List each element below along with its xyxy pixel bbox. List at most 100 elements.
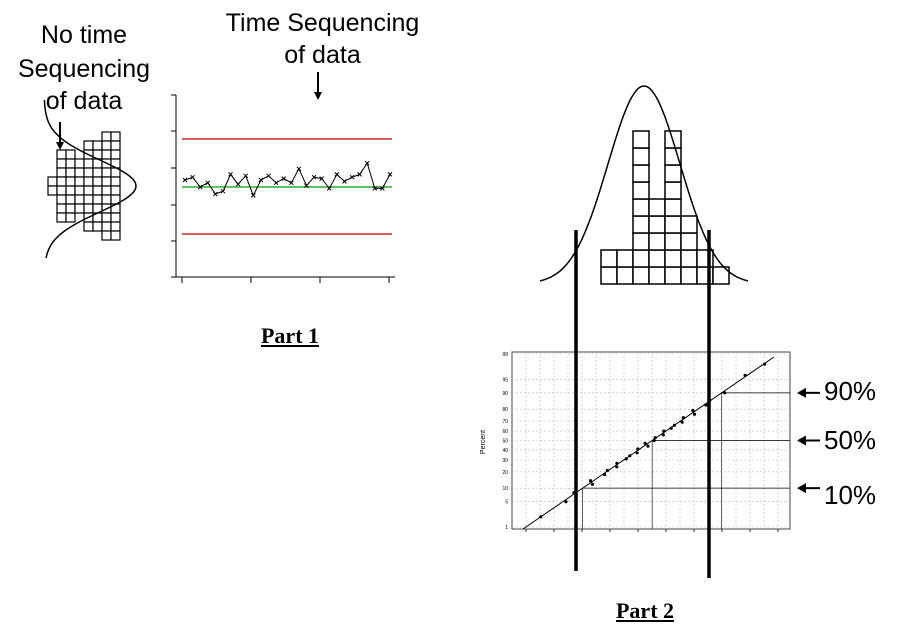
histogram-cell bbox=[632, 232, 650, 251]
probability-plot-y-tick-label: 60 bbox=[502, 429, 508, 435]
histogram-cell bbox=[110, 212, 121, 223]
control-chart-point bbox=[364, 160, 370, 166]
histogram-cell bbox=[101, 140, 112, 151]
marker-label-50: 50% bbox=[824, 425, 877, 455]
probability-plot-y-tick-label: 40 bbox=[502, 448, 508, 454]
histogram-cell bbox=[110, 176, 121, 187]
histogram-cell bbox=[56, 185, 67, 196]
histogram-cell bbox=[110, 230, 121, 241]
histogram-cell bbox=[632, 215, 650, 234]
histogram-cell bbox=[680, 232, 698, 251]
probability-plot-point bbox=[743, 373, 747, 377]
probability-plot-point bbox=[669, 426, 673, 430]
histogram-cell bbox=[83, 140, 94, 151]
control-chart-point bbox=[266, 173, 271, 179]
histogram-cell bbox=[632, 130, 650, 149]
histogram-cell bbox=[83, 185, 94, 196]
control-chart-point bbox=[220, 188, 226, 194]
probability-plot-point bbox=[615, 461, 619, 465]
time-label-line1: Time Sequencing bbox=[225, 9, 420, 37]
histogram-cell bbox=[648, 198, 666, 217]
probability-plot-point bbox=[662, 429, 666, 433]
histogram-cell bbox=[83, 158, 94, 169]
histogram-cell bbox=[664, 266, 682, 285]
histogram-cell bbox=[83, 194, 94, 205]
probability-plot-point bbox=[615, 465, 619, 469]
probability-plot-point bbox=[588, 479, 593, 483]
control-chart-point bbox=[349, 174, 355, 180]
histogram-cell bbox=[56, 194, 67, 205]
probability-plot-fit-line bbox=[522, 356, 775, 530]
histogram-cell bbox=[74, 167, 85, 178]
no-time-label-line2: Sequencing bbox=[17, 55, 151, 83]
probability-plot-y-tick-label: 50 bbox=[502, 439, 508, 445]
control-chart-point bbox=[205, 180, 211, 186]
probability-plot-point bbox=[653, 436, 657, 440]
histogram-cell bbox=[101, 176, 112, 187]
control-chart-point bbox=[190, 174, 195, 180]
histogram-cell bbox=[74, 158, 85, 169]
histogram-cell bbox=[101, 230, 112, 241]
histogram-cell bbox=[616, 249, 634, 268]
probability-plot-y-tick-label: 1 bbox=[505, 525, 508, 531]
control-chart-point bbox=[288, 180, 294, 186]
histogram-cell bbox=[110, 221, 121, 232]
probability-plot-y-tick-label: 90 bbox=[502, 391, 508, 397]
histogram-cell bbox=[92, 194, 103, 205]
time-label-line2: of data bbox=[284, 41, 361, 69]
arrow-no-time-head bbox=[56, 142, 64, 150]
control-chart-point bbox=[380, 186, 385, 191]
control-chart-point bbox=[387, 172, 393, 177]
probability-plot-point bbox=[692, 412, 697, 416]
histogram-cell bbox=[110, 131, 121, 142]
histogram-cell bbox=[101, 167, 112, 178]
histogram-cell bbox=[92, 140, 103, 151]
control-chart-point bbox=[304, 183, 309, 188]
histogram-cell bbox=[65, 149, 76, 160]
histogram-cell bbox=[65, 158, 76, 169]
histogram-cell bbox=[47, 185, 58, 196]
control-chart-point bbox=[334, 172, 340, 177]
control-chart-point bbox=[281, 176, 287, 181]
histogram-cell bbox=[664, 249, 682, 268]
histogram-cell bbox=[680, 249, 698, 268]
probability-plot-point bbox=[628, 454, 632, 458]
histogram-cell bbox=[664, 164, 682, 183]
histogram-cell bbox=[74, 203, 85, 214]
probability-plot-point bbox=[680, 420, 684, 424]
probability-plot-y-tick-label: 10 bbox=[502, 486, 508, 492]
histogram-cell bbox=[65, 167, 76, 178]
histogram-cell bbox=[648, 232, 666, 251]
histogram-cell bbox=[92, 221, 103, 232]
histogram-cell bbox=[65, 194, 76, 205]
control-chart-point bbox=[235, 181, 241, 187]
control-chart-point bbox=[182, 177, 188, 183]
histogram-cell bbox=[65, 185, 76, 196]
probability-plot-y-tick-label: 20 bbox=[502, 470, 508, 476]
histogram-cell bbox=[92, 167, 103, 178]
marker-label-90: 90% bbox=[824, 376, 877, 406]
probability-plot-point bbox=[704, 403, 708, 407]
histogram-cell bbox=[664, 181, 682, 200]
histogram-cell bbox=[632, 164, 650, 183]
probability-plot-y-label: Percent bbox=[480, 430, 487, 454]
histogram-cell bbox=[74, 176, 85, 187]
control-chart-series-line bbox=[184, 162, 391, 197]
histogram-cell bbox=[664, 215, 682, 234]
probability-plot-point bbox=[605, 468, 610, 473]
control-chart-point bbox=[311, 174, 317, 180]
histogram-cell bbox=[101, 149, 112, 160]
probability-plot-y-tick-label: 5 bbox=[505, 500, 508, 506]
probability-plot-point bbox=[564, 500, 568, 504]
histogram-cell bbox=[83, 221, 94, 232]
histogram-cell bbox=[110, 149, 121, 160]
histogram-cell bbox=[56, 149, 67, 160]
histogram-cell bbox=[664, 198, 682, 217]
histogram-cell bbox=[56, 167, 67, 178]
probability-plot-y-tick-label: 99 bbox=[502, 352, 508, 358]
probability-plot-y-tick-label: 95 bbox=[502, 377, 508, 383]
control-chart-point bbox=[372, 186, 378, 191]
probability-plot-point bbox=[624, 457, 628, 461]
